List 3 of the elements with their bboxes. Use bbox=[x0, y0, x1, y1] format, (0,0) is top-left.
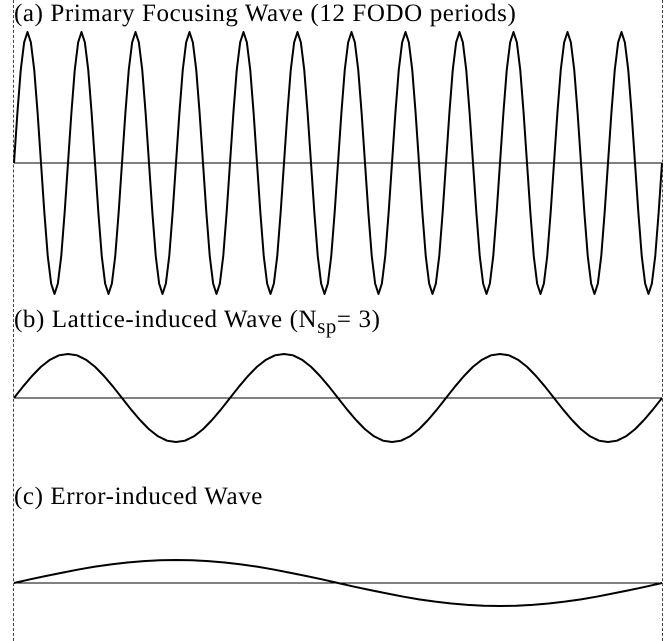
chart-title: (a) Primary Focusing Wave (12 FODO periods) bbox=[14, 0, 516, 28]
chart-title: (b) Lattice-induced Wave (N$_{sp}$= 3) bbox=[14, 306, 380, 339]
chart-title: (c) Error-induced Wave bbox=[14, 483, 263, 511]
